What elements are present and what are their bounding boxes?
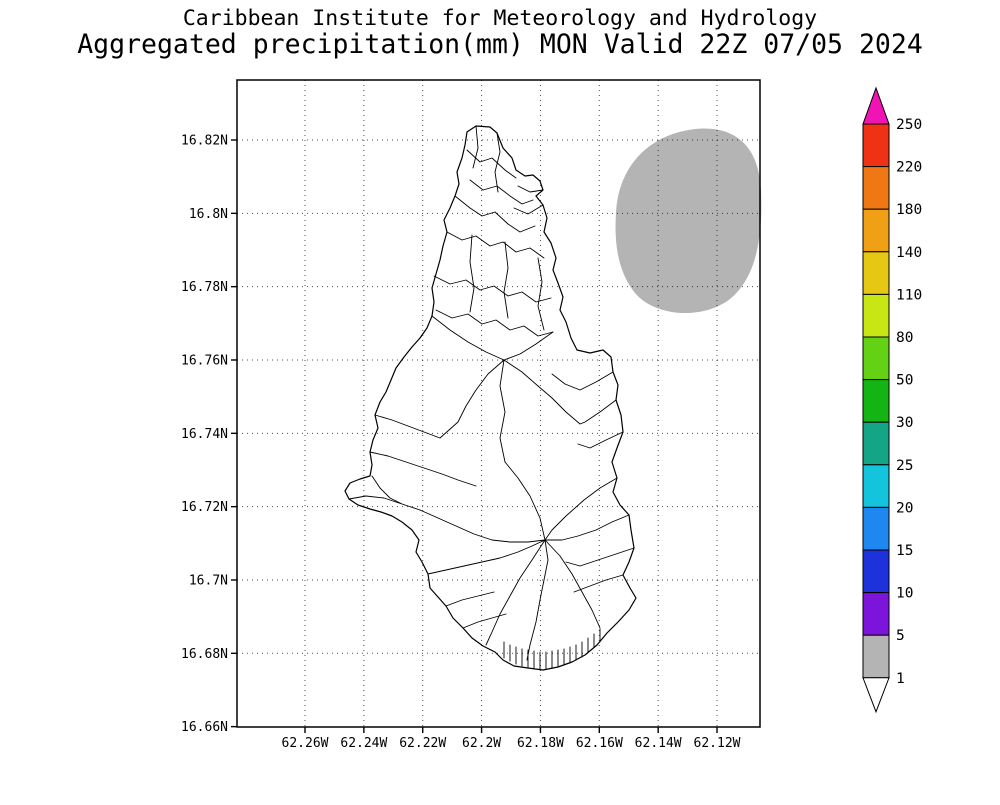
lat-label: 16.68N <box>181 647 228 662</box>
colorbar-arrow-top <box>862 86 890 125</box>
y-axis-labels: 16.82N 16.8N 16.78N 16.76N 16.74N 16.72N 16.7N… <box>181 134 228 736</box>
colorbar-segment <box>862 379 890 423</box>
colorbar-label: 140 <box>896 245 922 261</box>
watershed-lines-south-fringe <box>503 628 601 670</box>
colorbar-segment <box>862 464 890 508</box>
colorbar-arrow-bottom <box>862 677 890 714</box>
lon-label: 62.26W <box>282 736 329 751</box>
colorbar-segment <box>862 251 890 295</box>
colorbar-label: 15 <box>896 543 913 559</box>
colorbar-segment <box>862 506 890 551</box>
lat-label: 16.76N <box>181 353 228 368</box>
lon-label: 62.2W <box>462 736 501 751</box>
colorbar-label: 5 <box>896 628 905 644</box>
colorbar-segment <box>862 208 890 253</box>
axis-ticks <box>231 139 718 733</box>
colorbar-segment <box>862 336 890 381</box>
latitude-gridlines <box>237 139 760 654</box>
lat-label: 16.66N <box>181 720 228 735</box>
colorbar-label: 50 <box>896 373 913 389</box>
lon-label: 62.18W <box>517 736 564 751</box>
colorbar-label: 25 <box>896 458 913 474</box>
colorbar-label: 180 <box>896 202 922 218</box>
watershed-lines-south <box>419 461 635 661</box>
lat-label: 16.72N <box>181 500 228 515</box>
colorbar-label: 30 <box>896 415 913 431</box>
colorbar-labels: 250 220 180 140 110 80 50 30 25 20 15 10 5 1 <box>896 117 922 687</box>
lat-label: 16.74N <box>181 427 228 442</box>
lon-label: 62.24W <box>340 736 387 751</box>
colorbar-label: 220 <box>896 160 922 176</box>
lon-label: 62.14W <box>635 736 682 751</box>
colorbar-label: 110 <box>896 287 922 303</box>
plot-subtitle: Aggregated precipitation(mm) MON Valid 2… <box>77 29 923 60</box>
precip-shaded-region <box>615 128 762 314</box>
colorbar-segment <box>862 123 890 168</box>
watershed-boundaries <box>348 125 635 670</box>
island-coastline <box>344 125 637 671</box>
lon-label: 62.16W <box>576 736 623 751</box>
colorbar-segment <box>862 592 890 636</box>
watershed-lines-center <box>348 315 624 511</box>
colorbar-label: 1 <box>896 671 905 687</box>
colorbar-segment <box>862 634 890 679</box>
watershed-lines-north <box>454 125 544 233</box>
lat-label: 16.78N <box>181 280 228 295</box>
lon-label: 62.22W <box>399 736 446 751</box>
colorbar-label: 80 <box>896 330 913 346</box>
colorbar-segment <box>862 549 890 594</box>
colorbar <box>862 86 890 714</box>
colorbar-segment <box>862 166 890 210</box>
x-axis-labels: 62.26W 62.24W 62.22W 62.2W 62.18W 62.16W 62.14… <box>282 736 741 751</box>
page-title: Caribbean Institute for Meteorology and … <box>183 6 817 31</box>
lat-label: 16.82N <box>181 134 228 149</box>
colorbar-label: 250 <box>896 117 922 133</box>
lon-label: 62.12W <box>694 736 741 751</box>
colorbar-label: 20 <box>896 500 913 516</box>
colorbar-segment <box>862 293 890 338</box>
colorbar-label: 10 <box>896 586 913 602</box>
watershed-lines-midnorth <box>433 231 554 337</box>
lat-label: 16.8N <box>189 207 228 222</box>
map-frame <box>236 79 761 728</box>
colorbar-segment <box>862 421 890 466</box>
lat-label: 16.7N <box>189 573 228 588</box>
